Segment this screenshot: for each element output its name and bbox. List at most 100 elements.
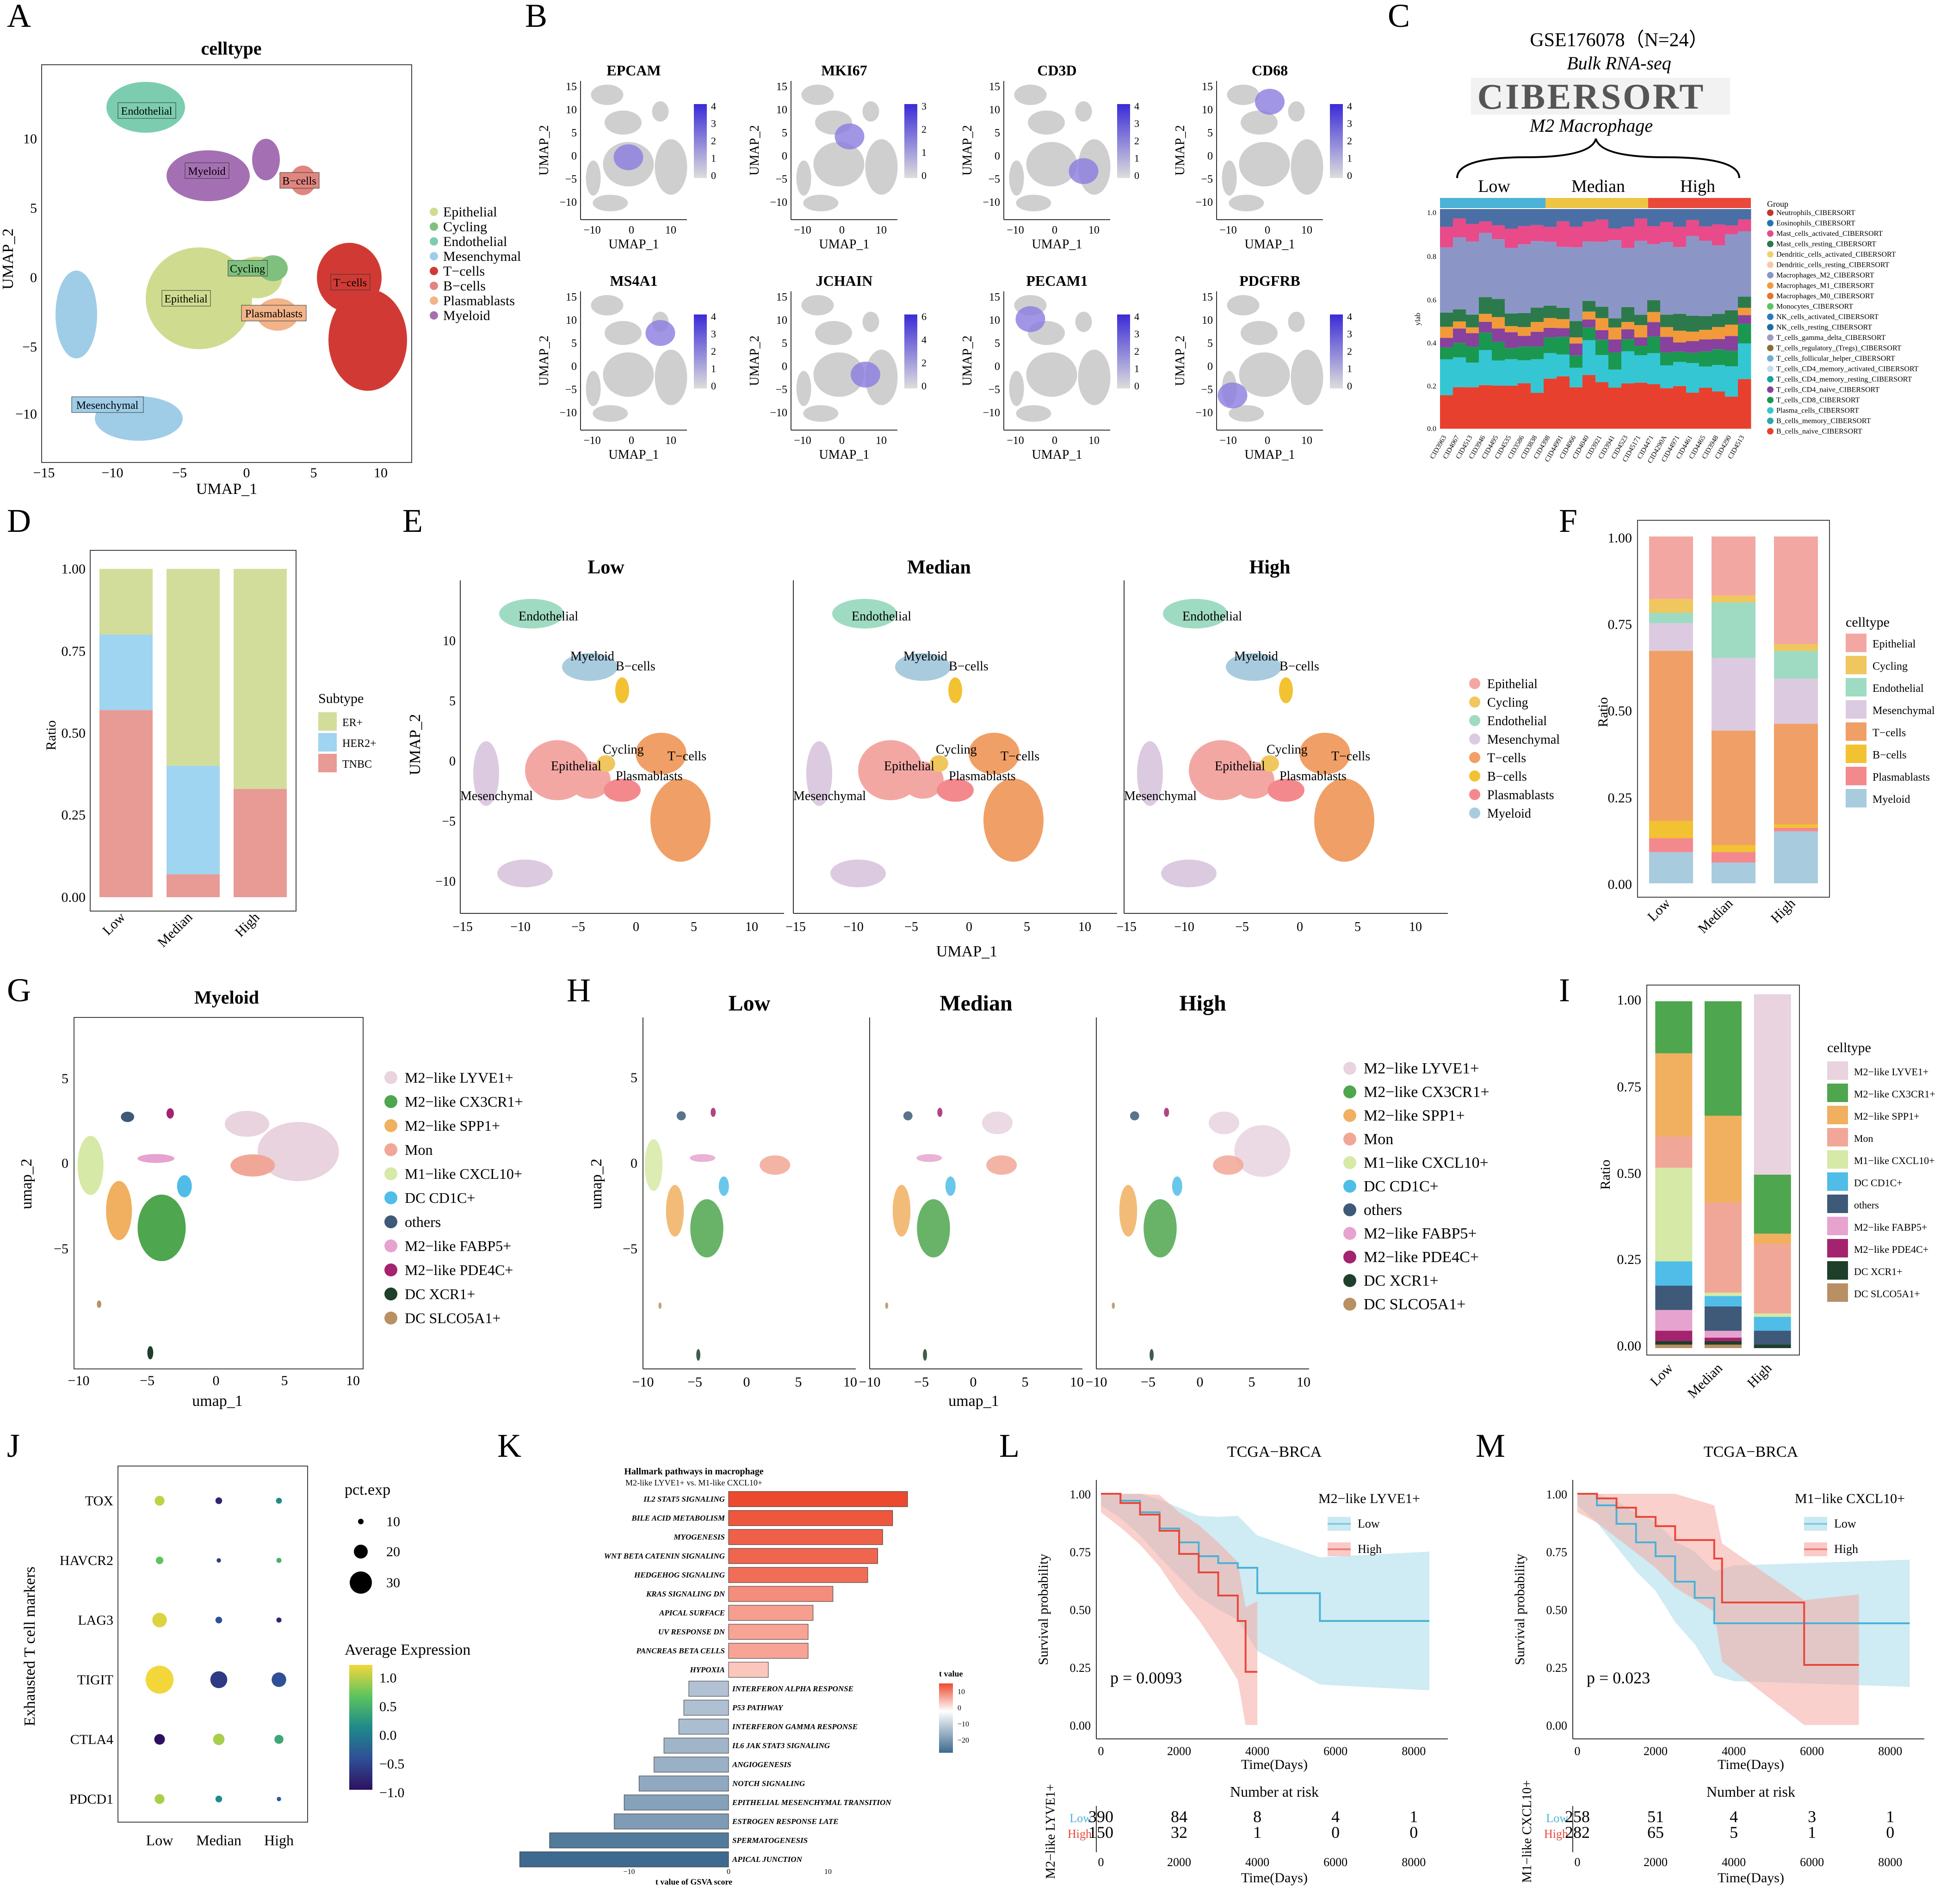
feature-xlabel: UMAP_1 bbox=[819, 237, 870, 252]
legend-label: M2−like LYVE1+ bbox=[1364, 1060, 1479, 1077]
panel-f-legend: Epithelial Cycling Endothelial Mesenchymal T… bbox=[1846, 634, 1935, 807]
legend-label: DC XCR1+ bbox=[1854, 1266, 1903, 1277]
cibersort-segment bbox=[1570, 321, 1583, 338]
scale-tick: 2 bbox=[1347, 345, 1352, 357]
tick: 4000 bbox=[1722, 1744, 1746, 1758]
tick: 5 bbox=[1207, 127, 1213, 139]
dot bbox=[274, 1735, 284, 1744]
cluster-blob bbox=[1209, 1111, 1239, 1134]
panel-c-group-high: High bbox=[1680, 177, 1715, 196]
cibersort-segment bbox=[1673, 227, 1687, 247]
risk-count: 4 bbox=[1331, 1807, 1340, 1826]
cibersort-segment bbox=[1582, 375, 1596, 429]
cluster-bcells bbox=[615, 677, 629, 703]
tick: −10 bbox=[794, 435, 811, 447]
feature-scale-bar bbox=[904, 104, 917, 178]
cluster-blob bbox=[137, 1195, 186, 1261]
cluster-blob bbox=[865, 139, 898, 195]
cluster-blob bbox=[815, 321, 852, 345]
legend-label: Plasmablasts bbox=[1487, 788, 1554, 802]
risk-ylabel: M1−like CXCL10+ bbox=[1520, 1780, 1534, 1883]
km-curve-low bbox=[1577, 1493, 1910, 1624]
bar-segment bbox=[234, 569, 287, 789]
bar-segment bbox=[99, 569, 153, 635]
cibersort-segment bbox=[1634, 240, 1648, 315]
cibersort-segment bbox=[1608, 228, 1622, 240]
cibersort-segment bbox=[1660, 314, 1674, 327]
tick: −5 bbox=[623, 1241, 637, 1257]
cibersort-segment bbox=[1712, 365, 1725, 392]
cibersort-segment bbox=[1570, 209, 1583, 227]
legend-label: T−cells bbox=[1873, 727, 1906, 739]
legend-label: Monocytes_CIBERSORT bbox=[1776, 303, 1853, 311]
bar-segment bbox=[1754, 1317, 1791, 1331]
expression-hotspot bbox=[645, 320, 675, 346]
cibersort-segment bbox=[1440, 327, 1453, 338]
feature-title: MS4A1 bbox=[610, 272, 657, 289]
bar-segment bbox=[1705, 1344, 1742, 1348]
cibersort-segment bbox=[1621, 339, 1635, 351]
legend-dot bbox=[1469, 807, 1480, 819]
pathway-bar bbox=[614, 1813, 729, 1830]
cluster-blob bbox=[696, 1349, 700, 1361]
cluster-blob bbox=[593, 405, 628, 422]
legend-label: M2−like FABP5+ bbox=[1854, 1221, 1927, 1233]
expression-hotspot bbox=[1069, 158, 1099, 184]
legend-label: T_cells_CD8_CIBERSORT bbox=[1776, 396, 1860, 404]
panel-j-frame bbox=[117, 1466, 308, 1823]
tick: 0 bbox=[839, 435, 845, 447]
bar-segment bbox=[167, 569, 220, 766]
feature-title: JCHAIN bbox=[816, 272, 873, 289]
tick: −5 bbox=[140, 1373, 155, 1388]
tick: −5 bbox=[988, 384, 1000, 396]
tick: −10 bbox=[1219, 435, 1237, 447]
tick: 10 bbox=[1301, 435, 1312, 447]
cluster-label: T−cells bbox=[667, 749, 706, 764]
cibersort-segment bbox=[1440, 395, 1453, 429]
feature-scale-bar bbox=[904, 314, 917, 388]
cibersort-segment bbox=[1582, 340, 1596, 375]
legend-label: Plasma_cells_CIBERSORT bbox=[1776, 407, 1859, 415]
risk-count: 3 bbox=[1808, 1807, 1816, 1826]
tick: 0.75 bbox=[62, 644, 86, 659]
legend-dot-plasmablasts bbox=[430, 296, 438, 305]
feature-scale-bar bbox=[1330, 104, 1343, 178]
cluster-blob bbox=[230, 1154, 275, 1177]
cluster-blob bbox=[605, 321, 642, 345]
tick: 0 bbox=[839, 224, 845, 236]
bar-segment bbox=[1712, 731, 1755, 845]
cibersort-segment bbox=[1492, 317, 1505, 329]
panel-e-umaps: LowEndothelialMyeloidB−cellsCyclingEpith… bbox=[435, 557, 1448, 934]
cibersort-logo: CIBERSORT bbox=[1477, 76, 1706, 117]
feature-xlabel: UMAP_1 bbox=[1032, 448, 1082, 462]
pathway-label: UV RESPONSE DN bbox=[658, 1627, 725, 1636]
feature-ylabel: UMAP_2 bbox=[748, 336, 762, 386]
tick: 0.00 bbox=[1617, 1338, 1642, 1354]
tick: −10 bbox=[1195, 407, 1213, 419]
tick: 0.0 bbox=[1427, 425, 1436, 433]
umap-title: Low bbox=[587, 557, 624, 578]
tick: 10 bbox=[1202, 314, 1213, 327]
tick: 10 bbox=[665, 435, 676, 447]
panel-j: J TOX HAVCR2 LAG3 TIGIT CTLA4 PDCD1 Low Median H… bbox=[7, 1427, 470, 1849]
scale-tick: 1 bbox=[921, 147, 927, 158]
pathway-label: BILE ACID METABOLISM bbox=[631, 1514, 725, 1522]
bar-segment bbox=[1712, 602, 1755, 658]
legend-label: TNBC bbox=[342, 758, 372, 770]
panel-d-frame bbox=[90, 550, 297, 912]
legend-swatch bbox=[1846, 678, 1866, 696]
cibersort-segment bbox=[1634, 345, 1648, 355]
cluster-blob bbox=[666, 1185, 684, 1237]
expression-hotspot bbox=[613, 144, 643, 170]
tick: 5 bbox=[995, 338, 1000, 350]
cibersort-segment bbox=[1544, 209, 1557, 227]
cibersort-segment bbox=[1479, 350, 1492, 385]
legend-label: M2−like LYVE1+ bbox=[405, 1069, 513, 1086]
bar-segment bbox=[1754, 1344, 1791, 1348]
panel-k-title: Hallmark pathways in macrophage bbox=[624, 1467, 763, 1477]
tick: 10 bbox=[566, 314, 577, 327]
cibersort-segment bbox=[1647, 226, 1661, 244]
bar-segment bbox=[99, 710, 153, 897]
cibersort-segment bbox=[1608, 370, 1622, 388]
tick: 5 bbox=[310, 465, 317, 481]
